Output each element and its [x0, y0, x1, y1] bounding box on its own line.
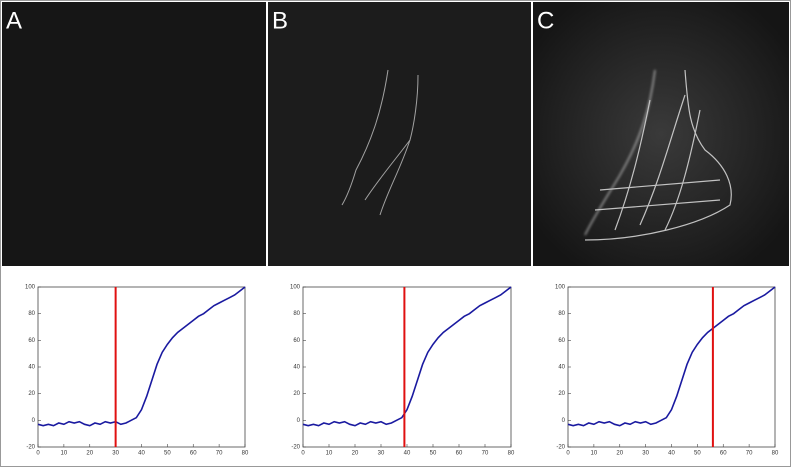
y-tick-label: 100 [25, 285, 36, 291]
x-tick-label: 80 [508, 451, 515, 457]
x-tick-label: 30 [642, 451, 649, 457]
x-tick-label: 80 [242, 451, 249, 457]
x-tick-label: 0 [301, 451, 305, 457]
y-tick-label: 80 [558, 311, 565, 317]
x-tick-label: 60 [190, 451, 197, 457]
image-c [533, 2, 789, 266]
y-tick-label: 100 [555, 285, 566, 291]
y-tick-label: 0 [562, 418, 566, 424]
x-tick-label: 0 [36, 451, 40, 457]
x-tick-label: 60 [720, 451, 727, 457]
plot-area [567, 286, 776, 448]
x-tick-label: 50 [430, 451, 437, 457]
y-tick-label: 20 [28, 391, 35, 397]
y-tick-label: 60 [28, 338, 35, 344]
x-tick-label: 40 [138, 451, 145, 457]
x-tick-label: 30 [378, 451, 385, 457]
image-a [2, 2, 266, 266]
plot-area [37, 286, 246, 448]
y-tick-label: 40 [28, 365, 35, 371]
y-tick-label: 100 [290, 285, 301, 291]
x-tick-label: 0 [566, 451, 570, 457]
x-tick-label: 10 [591, 451, 598, 457]
x-tick-label: 80 [772, 451, 779, 457]
x-tick-label: 10 [61, 451, 68, 457]
x-tick-label: 30 [112, 451, 119, 457]
y-tick-label: -20 [26, 445, 35, 451]
y-tick-label: 40 [293, 365, 300, 371]
x-tick-label: 60 [456, 451, 463, 457]
panel-label: C [537, 7, 554, 34]
x-tick-label: 70 [216, 451, 223, 457]
x-tick-label: 40 [668, 451, 675, 457]
x-tick-label: 20 [86, 451, 93, 457]
x-tick-label: 20 [616, 451, 623, 457]
y-tick-label: 0 [297, 418, 301, 424]
x-tick-label: 70 [746, 451, 753, 457]
y-tick-label: 60 [293, 338, 300, 344]
vessels-b [341, 69, 419, 216]
x-tick-label: 20 [352, 451, 359, 457]
data-line [567, 286, 776, 427]
x-tick-label: 50 [164, 451, 171, 457]
y-tick-label: 20 [293, 391, 300, 397]
y-tick-label: 80 [28, 311, 35, 317]
y-tick-label: 40 [558, 365, 565, 371]
y-tick-label: 20 [558, 391, 565, 397]
y-tick-label: -20 [556, 445, 565, 451]
vessels-c [584, 69, 732, 241]
y-tick-label: -20 [291, 445, 300, 451]
x-tick-label: 50 [694, 451, 701, 457]
y-tick-label: 0 [32, 418, 36, 424]
panel-label: B [272, 7, 288, 34]
x-tick-label: 40 [404, 451, 411, 457]
y-tick-label: 80 [293, 311, 300, 317]
x-tick-label: 10 [326, 451, 333, 457]
panel-label: A [6, 7, 22, 34]
y-tick-label: 60 [558, 338, 565, 344]
data-line [302, 286, 512, 427]
x-tick-label: 70 [482, 451, 489, 457]
plot-area [302, 286, 512, 448]
data-line [37, 286, 246, 427]
image-b [268, 2, 531, 266]
